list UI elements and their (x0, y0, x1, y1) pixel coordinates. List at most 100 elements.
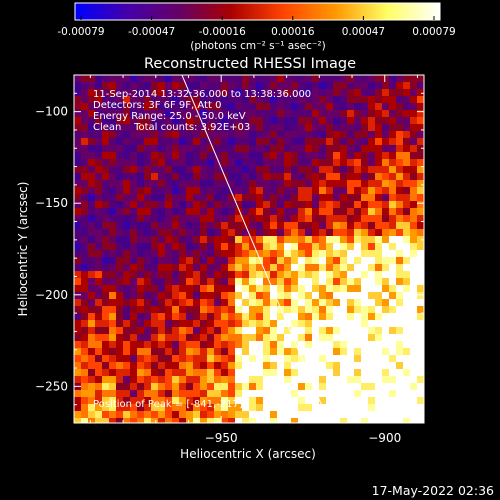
heatmap-cell (151, 194, 158, 201)
heatmap-cell (95, 250, 102, 257)
heatmap-cell (312, 166, 319, 173)
heatmap-cell (81, 180, 88, 187)
annotation-detectors: Detectors: 3F 6F 9F, Att 0 (93, 100, 221, 111)
heatmap-cell (200, 341, 207, 348)
heatmap-cell (179, 278, 186, 285)
heatmap-cell (249, 383, 256, 390)
heatmap-cell (172, 173, 179, 180)
heatmap-cell (172, 397, 179, 404)
heatmap-cell (137, 131, 144, 138)
heatmap-cell (74, 320, 81, 327)
heatmap-cell (116, 166, 123, 173)
heatmap-cell (340, 236, 347, 243)
heatmap-cell (165, 103, 172, 110)
heatmap-cell (347, 131, 354, 138)
heatmap-cell (130, 208, 137, 215)
heatmap-cell (396, 117, 403, 124)
heatmap-cell (291, 82, 298, 89)
heatmap-cell (116, 110, 123, 117)
heatmap-cell (382, 383, 389, 390)
heatmap-cell (312, 159, 319, 166)
heatmap-cell (263, 348, 270, 355)
heatmap-cell (403, 334, 410, 341)
heatmap-cell (417, 411, 424, 418)
heatmap-cell (81, 243, 88, 250)
heatmap-cell (263, 131, 270, 138)
heatmap-cell (242, 187, 249, 194)
heatmap-cell (172, 306, 179, 313)
heatmap-cell (172, 236, 179, 243)
heatmap-cell (361, 124, 368, 131)
heatmap-cell (382, 404, 389, 411)
heatmap-cell (95, 152, 102, 159)
heatmap-cell (263, 180, 270, 187)
heatmap-cell (158, 229, 165, 236)
heatmap-cell (130, 306, 137, 313)
heatmap-cell (130, 376, 137, 383)
heatmap-cell (249, 390, 256, 397)
heatmap-cell (326, 138, 333, 145)
heatmap-cell (186, 285, 193, 292)
heatmap-cell (396, 250, 403, 257)
heatmap-cell (312, 145, 319, 152)
heatmap-cell (235, 390, 242, 397)
heatmap-cell (207, 180, 214, 187)
heatmap-cell (214, 215, 221, 222)
heatmap-cell (319, 292, 326, 299)
heatmap-cell (340, 348, 347, 355)
heatmap-cell (137, 292, 144, 299)
heatmap-cell (172, 320, 179, 327)
heatmap-cell (207, 117, 214, 124)
heatmap-cell (375, 152, 382, 159)
heatmap-cell (200, 369, 207, 376)
heatmap-cell (277, 397, 284, 404)
heatmap-cell (354, 117, 361, 124)
heatmap-cell (298, 82, 305, 89)
heatmap-cell (340, 285, 347, 292)
heatmap-cell (214, 117, 221, 124)
heatmap-cell (417, 201, 424, 208)
heatmap-cell (130, 271, 137, 278)
heatmap-cell (186, 187, 193, 194)
heatmap-cell (326, 194, 333, 201)
heatmap-cell (165, 166, 172, 173)
heatmap-cell (298, 180, 305, 187)
heatmap-cell (312, 355, 319, 362)
heatmap-cell (326, 264, 333, 271)
heatmap-cell (193, 320, 200, 327)
heatmap-cell (214, 292, 221, 299)
heatmap-cell (200, 229, 207, 236)
heatmap-cell (375, 327, 382, 334)
heatmap-cell (242, 152, 249, 159)
heatmap-cell (109, 355, 116, 362)
heatmap-cell (151, 152, 158, 159)
heatmap-cell (298, 362, 305, 369)
colorbar-tick-label: 0.00016 (271, 26, 315, 38)
heatmap-cell (368, 397, 375, 404)
heatmap-cell (312, 180, 319, 187)
heatmap-cell (298, 404, 305, 411)
heatmap-cell (193, 194, 200, 201)
heatmap-cell (298, 201, 305, 208)
heatmap-cell (340, 362, 347, 369)
heatmap-cell (410, 271, 417, 278)
heatmap-cell (249, 348, 256, 355)
heatmap-cell (109, 292, 116, 299)
heatmap-cell (81, 320, 88, 327)
heatmap-cell (116, 236, 123, 243)
heatmap-cell (417, 75, 424, 82)
heatmap-cell (277, 89, 284, 96)
heatmap-cell (417, 229, 424, 236)
heatmap-cell (228, 152, 235, 159)
heatmap-cell (284, 75, 291, 82)
heatmap-cell (326, 173, 333, 180)
annotation-peak: Position of Peak = [-841,-217] (93, 399, 243, 410)
heatmap-cell (347, 89, 354, 96)
heatmap-cell (242, 404, 249, 411)
heatmap-cell (382, 124, 389, 131)
heatmap-cell (109, 285, 116, 292)
heatmap-cell (319, 229, 326, 236)
heatmap-cell (270, 103, 277, 110)
heatmap-cell (88, 348, 95, 355)
heatmap-cell (193, 152, 200, 159)
